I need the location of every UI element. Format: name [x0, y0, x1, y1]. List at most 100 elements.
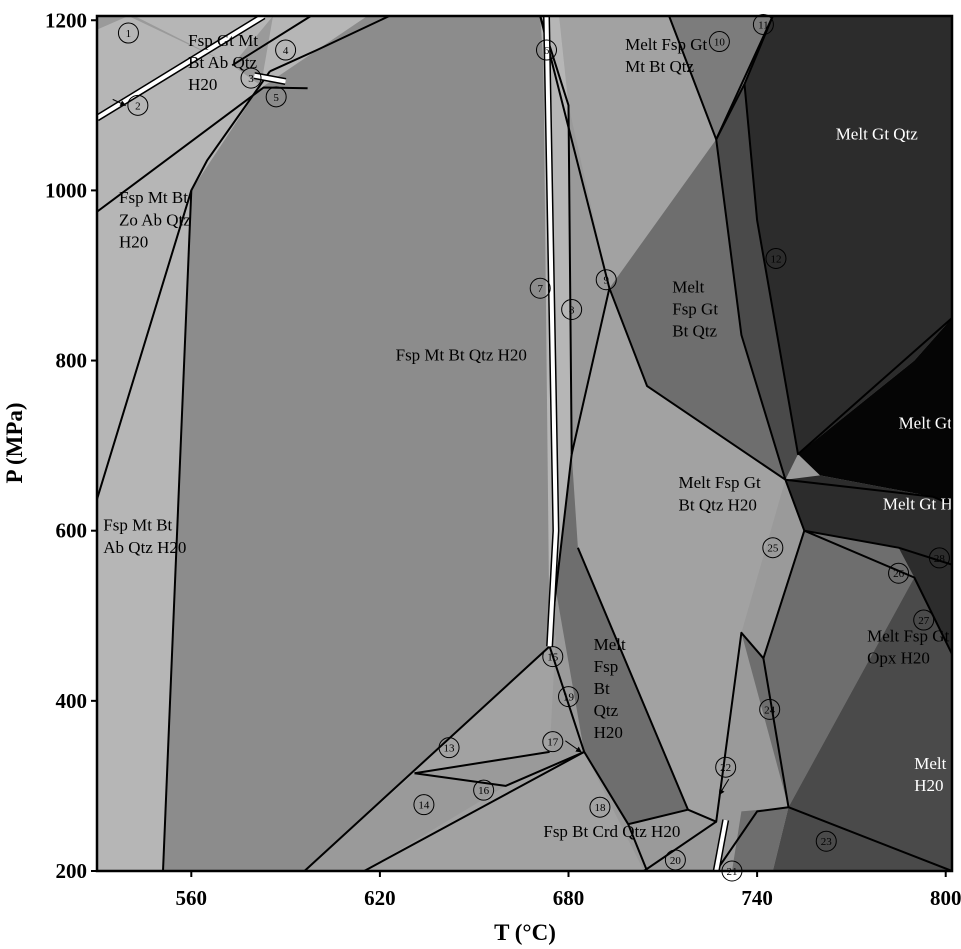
numbers-layer: 1234567891011121314151617181920212223242…	[117, 14, 950, 882]
boundary-line-14	[784, 479, 952, 566]
field-label-melt-gt-h2o: Melt Gt H20	[883, 494, 961, 513]
number-circle	[558, 686, 580, 708]
number-label: 20	[670, 855, 682, 867]
number-label: 26	[893, 568, 905, 580]
x-tick-label-560: 560	[176, 886, 208, 910]
field-number-12: 12	[765, 247, 787, 269]
number-label: 15	[547, 652, 559, 664]
number-label: 9	[603, 275, 609, 287]
field-number-22: 22	[715, 756, 737, 778]
y-tick-label-200: 200	[56, 859, 88, 883]
field-number-9: 9	[595, 269, 617, 291]
number-circle	[762, 537, 784, 559]
field-label-melt-fsp-gt-mt-bt-qtz: Melt Fsp Gt Mt Bt Qtz	[625, 35, 707, 76]
field-label-fsp-bt-crd-qtz-h2o: Fsp Bt Crd Qtz H20	[543, 822, 680, 841]
number-label: 13	[444, 743, 456, 755]
boundary-line-19	[576, 547, 689, 811]
field-fsp-mt-bt-ab-qtz-h2o	[97, 16, 264, 212]
field-fsp-bt-crd-qtz-h2o	[364, 751, 644, 871]
field-number-24: 24	[759, 698, 781, 720]
number-circle	[127, 94, 149, 116]
field-label-melt-fsp-gt-bt-qtz: Melt Fsp Gt Bt Qtz	[672, 277, 718, 340]
boundary-line-9	[570, 287, 611, 455]
field-fsp-mt-bt-ab-qtz-h2o	[97, 190, 192, 871]
field-number-7: 7	[529, 277, 551, 299]
field-number-27: 27	[913, 609, 935, 631]
number-label: 28	[934, 553, 946, 565]
field-label-melt-fsp-gt-opx-h2o: Melt Fsp Gt Opx H20	[867, 626, 949, 667]
number-label: 27	[918, 615, 930, 627]
pointer-arrow-1	[112, 98, 127, 106]
field-field-12	[716, 84, 798, 480]
number-label: 25	[767, 543, 779, 555]
field-fsp-mt-bt-zo-ab-qtz-h2o	[97, 87, 264, 500]
number-circle	[708, 31, 730, 53]
pointer-arrow-2	[565, 740, 582, 753]
boundary-line-21	[414, 750, 550, 775]
boundary-line-12	[743, 84, 952, 456]
field-number-15: 15	[542, 646, 564, 668]
x-axis-title: T (°C)	[494, 920, 556, 945]
x-tick-label-680: 680	[553, 886, 585, 910]
labels-layer: Fsp Gt Mt Bt Ab Qtz H20 Fsp Mt Bt Zo Ab Qtz H…	[103, 31, 961, 841]
field-number-2: 2	[127, 94, 149, 116]
boundary-line-23	[363, 751, 585, 871]
arrows-layer	[112, 98, 730, 796]
field-number-18: 18	[589, 796, 611, 818]
field-field-23	[732, 807, 789, 871]
number-label: 3	[248, 73, 254, 85]
number-label: 11	[758, 20, 769, 32]
field-melt-fsp-gt-bt-qtz	[609, 139, 786, 480]
field-melt-gt-h2o	[785, 475, 952, 565]
number-circle	[117, 22, 139, 44]
boundary-line-16	[762, 530, 806, 659]
number-label: 16	[478, 785, 490, 797]
field-field-10	[669, 16, 773, 140]
number-label: 24	[764, 704, 776, 716]
number-label: 19	[563, 692, 575, 704]
field-number-23: 23	[815, 830, 837, 852]
field-number-1: 1	[117, 22, 139, 44]
number-circle	[542, 731, 564, 753]
boundary-line-13	[785, 478, 952, 507]
number-circle	[542, 646, 564, 668]
field-label-melt-gt-qtz: Melt Gt Qtz	[836, 124, 919, 143]
y-tick-label-600: 600	[56, 519, 88, 543]
number-label: 18	[594, 802, 606, 814]
ribbon-2	[544, 16, 558, 647]
boundary-line-2	[97, 86, 308, 213]
field-label-fsp-mt-bt-ab-qtz-h2o: Fsp Gt Mt Bt Ab Qtz H20	[188, 31, 258, 94]
field-melt-fsp-gt-opx-h2o	[741, 530, 915, 808]
number-circle	[529, 277, 551, 299]
number-circle	[561, 299, 583, 321]
number-circle	[413, 794, 435, 816]
boundary-line-15	[803, 529, 952, 655]
boundary-line-22	[414, 750, 585, 787]
number-circle	[715, 756, 737, 778]
y-tick-label-1200: 1200	[45, 8, 87, 32]
field-number-26: 26	[888, 562, 910, 584]
number-circle	[913, 609, 935, 631]
y-tick-label-400: 400	[56, 689, 88, 713]
field-label-melt-fsp-gt-bt-qtz-h2o: Melt Fsp Gt Bt Qtz H20	[679, 473, 761, 514]
y-tick-label-1000: 1000	[45, 178, 87, 202]
number-label: 4	[283, 45, 289, 57]
number-label: 12	[770, 253, 781, 265]
number-circle	[265, 86, 287, 108]
number-circle	[595, 269, 617, 291]
field-number-14: 14	[413, 794, 435, 816]
number-circle	[888, 562, 910, 584]
field-number-11: 11	[752, 14, 774, 36]
field-melt-gt	[798, 318, 952, 506]
field-number-3: 3	[240, 67, 262, 89]
field-number-17: 17	[542, 731, 564, 753]
x-tick-label-740: 740	[741, 886, 773, 910]
field-number-5: 5	[265, 86, 287, 108]
field-label-melt-fsp-bt-qtz-h2o: Melt Fsp Bt Qtz H20	[594, 635, 626, 742]
fields-layer	[97, 16, 952, 871]
number-circle	[765, 247, 787, 269]
field-number-25: 25	[762, 537, 784, 559]
